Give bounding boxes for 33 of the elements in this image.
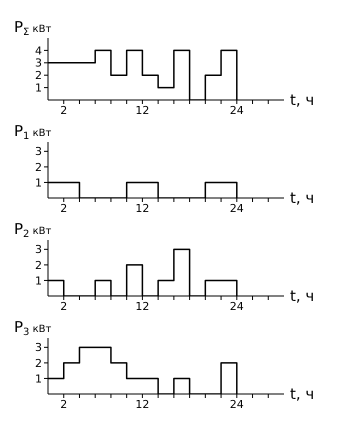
x-axis-title: t, ч — [290, 91, 314, 109]
x-tick-label: 12 — [135, 300, 150, 313]
y-axis-title: P$_{Σ}$ кВт — [14, 18, 52, 38]
y-tick-label: 3 — [35, 341, 42, 354]
x-axis-title: t, ч — [290, 385, 314, 403]
x-tick-label: 2 — [60, 202, 68, 215]
y-tick-label: 1 — [35, 176, 42, 190]
y-tick-label: 1 — [35, 274, 42, 288]
y-axis-title: P$_{2}$ кВт — [14, 220, 52, 240]
x-axis-title: t, ч — [290, 189, 314, 207]
y-tick-label: 1 — [35, 372, 42, 386]
x-tick-label: 2 — [60, 300, 68, 313]
y-tick-label: 2 — [35, 69, 42, 82]
x-tick-label: 24 — [230, 300, 244, 313]
y-tick-label: 4 — [35, 44, 42, 58]
x-tick-label: 24 — [230, 202, 244, 215]
x-tick-label: 12 — [135, 398, 150, 411]
y-tick-label: 3 — [35, 145, 42, 158]
y-tick-label: 3 — [35, 56, 42, 70]
y-tick-label: 3 — [35, 243, 42, 256]
x-axis-title: t, ч — [290, 287, 314, 305]
y-tick-label: 2 — [35, 160, 42, 174]
x-tick-label: 2 — [60, 104, 68, 117]
x-tick-label: 24 — [230, 104, 244, 117]
y-tick-label: 2 — [35, 356, 42, 370]
x-tick-label: 12 — [135, 104, 150, 117]
y-tick-label: 2 — [35, 258, 42, 272]
y-tick-label: 1 — [35, 82, 42, 95]
x-tick-label: 24 — [230, 398, 244, 411]
y-axis-title: P$_{1}$ кВт — [14, 122, 52, 142]
y-axis-title: P$_{3}$ кВт — [14, 318, 52, 338]
x-tick-label: 2 — [60, 398, 68, 411]
x-tick-label: 12 — [135, 202, 150, 215]
